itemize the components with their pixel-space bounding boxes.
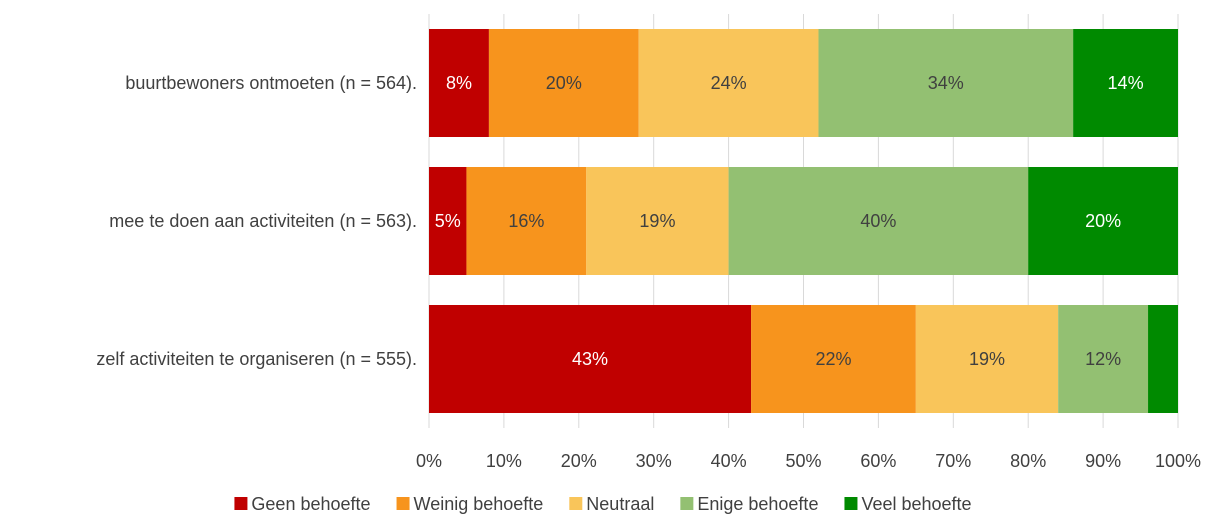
category-labels: buurtbewoners ontmoeten (n = 564). mee te…	[96, 73, 417, 369]
x-tick-label: 50%	[785, 451, 821, 471]
data-label: 19%	[969, 349, 1005, 369]
x-tick-label: 40%	[711, 451, 747, 471]
x-tick-label: 90%	[1085, 451, 1121, 471]
legend-label: Neutraal	[586, 494, 654, 514]
x-tick-label: 10%	[486, 451, 522, 471]
bar-segment	[1028, 167, 1178, 275]
bar-segment	[728, 167, 1029, 275]
x-tick-label: 100%	[1155, 451, 1201, 471]
data-label: 5%	[435, 211, 461, 231]
data-label: 22%	[815, 349, 851, 369]
x-tick-label: 80%	[1010, 451, 1046, 471]
x-tick-label: 70%	[935, 451, 971, 471]
legend-swatch	[396, 497, 410, 510]
category-label: zelf activiteiten te organiseren (n = 55…	[96, 349, 417, 369]
data-label: 8%	[446, 73, 472, 93]
bar-segment	[488, 29, 639, 137]
bars	[429, 29, 1178, 413]
bar-segment	[638, 29, 819, 137]
legend-swatch	[234, 497, 248, 510]
bar-segment	[586, 167, 729, 275]
legend-swatch	[680, 497, 694, 510]
legend-label: Weinig behoefte	[414, 494, 544, 514]
legend-label: Geen behoefte	[251, 494, 370, 514]
legend-label: Veel behoefte	[861, 494, 971, 514]
legend-swatch	[569, 497, 583, 510]
category-label: buurtbewoners ontmoeten (n = 564).	[125, 73, 417, 93]
bar-segment	[466, 167, 587, 275]
data-label: 34%	[928, 73, 964, 93]
data-label: 24%	[711, 73, 747, 93]
bar-segment	[429, 167, 467, 275]
bar-segment	[1058, 305, 1149, 413]
data-label: 20%	[1085, 211, 1121, 231]
bar-segment	[818, 29, 1074, 137]
data-labels: 8% 20% 24% 34% 14% 5% 16% 19% 40% 20% 43% 22% 19% 12%	[435, 73, 1144, 369]
bar-segment	[1073, 29, 1178, 137]
legend-label: Enige behoefte	[697, 494, 818, 514]
data-label: 20%	[546, 73, 582, 93]
data-label: 19%	[639, 211, 675, 231]
bar-segment	[751, 305, 916, 413]
x-tick-label: 30%	[636, 451, 672, 471]
data-label: 40%	[860, 211, 896, 231]
data-label: 12%	[1085, 349, 1121, 369]
legend-swatch	[844, 497, 858, 510]
bar-segment	[1148, 305, 1178, 413]
x-tick-label: 0%	[416, 451, 442, 471]
bar-segment	[429, 29, 489, 137]
x-tick-label: 60%	[860, 451, 896, 471]
bar-segment	[915, 305, 1059, 413]
data-label: 16%	[508, 211, 544, 231]
bar-segment	[429, 305, 752, 413]
x-tick-labels: 0% 10% 20% 30% 40% 50% 60% 70% 80% 90% 100%	[416, 451, 1201, 471]
x-tick-label: 20%	[561, 451, 597, 471]
data-label: 14%	[1108, 73, 1144, 93]
legend: Geen behoefte Weinig behoefte Neutraal Enig…	[234, 494, 972, 514]
category-label: mee te doen aan activiteiten (n = 563).	[109, 211, 417, 231]
data-label: 43%	[572, 349, 608, 369]
